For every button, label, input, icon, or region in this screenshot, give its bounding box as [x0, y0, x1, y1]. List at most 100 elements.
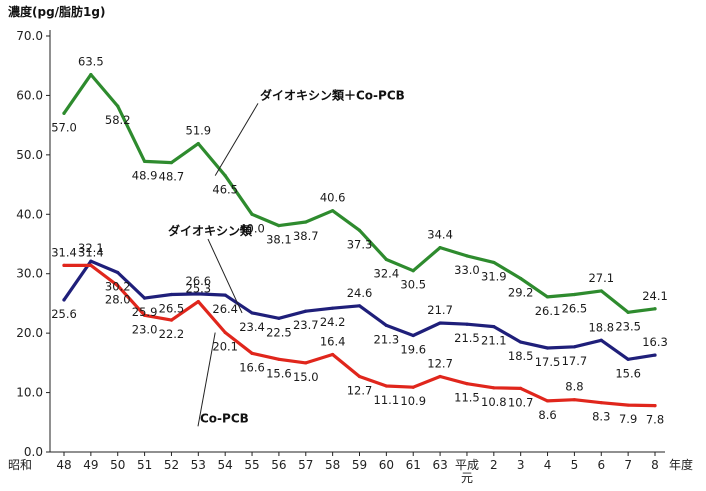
x-tick-label: 61 — [406, 458, 421, 472]
data-point — [357, 374, 362, 379]
data-point — [304, 361, 308, 365]
data-label: 12.7 — [347, 384, 373, 398]
data-label: 40.0 — [239, 221, 265, 235]
data-label: 10.8 — [481, 395, 507, 409]
data-point — [250, 311, 254, 315]
data-label: 46.5 — [212, 183, 238, 197]
data-label: 23.0 — [132, 322, 158, 336]
x-era-label: 昭和 — [8, 458, 32, 472]
chart-axes: 0.0 10.0 20.0 30.0 40.0 50.0 60.0 70.0 濃度(pg/脂肪1… — [8, 4, 693, 485]
y-tick-label: 60.0 — [16, 88, 43, 102]
data-label: 51.9 — [186, 124, 212, 138]
annotation-leader — [207, 238, 243, 314]
data-point — [331, 352, 335, 357]
data-label: 63.5 — [78, 55, 104, 69]
data-point — [492, 325, 496, 329]
y-tick-label: 0.0 — [24, 445, 43, 459]
data-point — [572, 292, 577, 297]
data-point — [62, 111, 66, 115]
data-point — [304, 220, 308, 224]
data-point — [519, 276, 523, 281]
x-tick-label: 58 — [325, 458, 340, 472]
data-label: 8.8 — [565, 380, 583, 394]
data-label: 21.3 — [374, 332, 400, 346]
x-tick-label: 48 — [56, 458, 71, 472]
data-label: 18.8 — [588, 320, 614, 334]
data-point — [599, 338, 603, 342]
data-label: 22.5 — [266, 325, 292, 339]
data-point — [331, 306, 335, 310]
x-tick-label: 平成 — [455, 458, 479, 472]
data-point — [116, 104, 120, 108]
data-label: 16.3 — [642, 335, 668, 349]
data-label: 33.0 — [454, 263, 480, 277]
data-point — [277, 223, 281, 228]
x-tick-label: 6 — [597, 458, 605, 472]
data-label: 22.2 — [159, 327, 185, 341]
data-label: 21.7 — [427, 303, 453, 317]
data-point — [438, 374, 442, 379]
data-label: 12.7 — [427, 357, 453, 371]
series-name-label: Co-PCB — [200, 411, 249, 425]
y-tick-label: 70.0 — [16, 29, 43, 43]
data-point — [331, 209, 335, 213]
series-lines — [62, 72, 657, 408]
data-label: 34.4 — [427, 228, 453, 242]
data-point — [169, 292, 174, 297]
data-point — [62, 263, 66, 267]
data-label: 26.5 — [159, 302, 185, 316]
data-point — [196, 141, 200, 146]
x-tick-label: 50 — [110, 458, 125, 472]
data-label: 17.7 — [562, 354, 588, 368]
data-point — [304, 309, 308, 313]
series-name-label: ダイオキシン類＋Co-PCB — [260, 87, 405, 102]
data-point — [653, 353, 657, 357]
data-label: 17.5 — [535, 355, 561, 369]
data-point — [411, 333, 415, 338]
series-name-label: ダイオキシン類 — [168, 223, 253, 238]
data-label: 23.7 — [293, 318, 319, 332]
data-labels: 57.0 63.5 58.2 48.9 48.7 51.9 46.5 40.038.1 38.7… — [51, 55, 668, 427]
data-label: 23.4 — [239, 320, 265, 334]
y-tick-label: 20.0 — [16, 326, 43, 340]
y-axis-title: 濃度(pg/脂肪1g) — [8, 4, 105, 19]
data-point — [599, 401, 603, 405]
x-axis-title: 年度 — [669, 457, 693, 472]
x-tick-label: 54 — [218, 458, 233, 472]
data-point — [142, 159, 147, 163]
data-label: 26.6 — [186, 274, 212, 288]
data-label: 26.5 — [562, 302, 588, 316]
data-point — [116, 284, 120, 288]
data-point — [357, 304, 362, 308]
data-label: 25.3 — [186, 282, 212, 296]
data-label: 11.5 — [454, 391, 480, 405]
x-tick-label: 53 — [191, 458, 206, 472]
data-label: 31.4 — [78, 245, 104, 259]
x-tick-label: 元 — [461, 471, 473, 485]
x-tick-label: 7 — [624, 458, 632, 472]
data-point — [545, 295, 550, 299]
data-point — [223, 174, 227, 178]
data-point — [411, 385, 415, 389]
data-point — [626, 357, 630, 361]
data-point — [465, 322, 469, 326]
data-label: 37.3 — [347, 237, 373, 251]
data-point — [653, 307, 657, 311]
data-point — [89, 259, 93, 263]
x-tick-label: 8 — [651, 458, 659, 472]
x-tick-label: 57 — [298, 458, 313, 472]
x-tick-label: 49 — [83, 458, 98, 472]
data-label: 16.6 — [239, 360, 265, 374]
data-point — [626, 310, 630, 314]
data-point — [116, 270, 120, 275]
data-point — [626, 403, 630, 407]
data-point — [384, 384, 388, 388]
data-label: 24.6 — [347, 286, 373, 300]
data-point — [653, 404, 657, 408]
x-tick-label: 52 — [164, 458, 179, 472]
data-point — [196, 292, 200, 296]
x-tick-label: 63 — [432, 458, 447, 472]
data-label: 57.0 — [51, 120, 77, 134]
y-tick-label: 30.0 — [16, 267, 43, 281]
